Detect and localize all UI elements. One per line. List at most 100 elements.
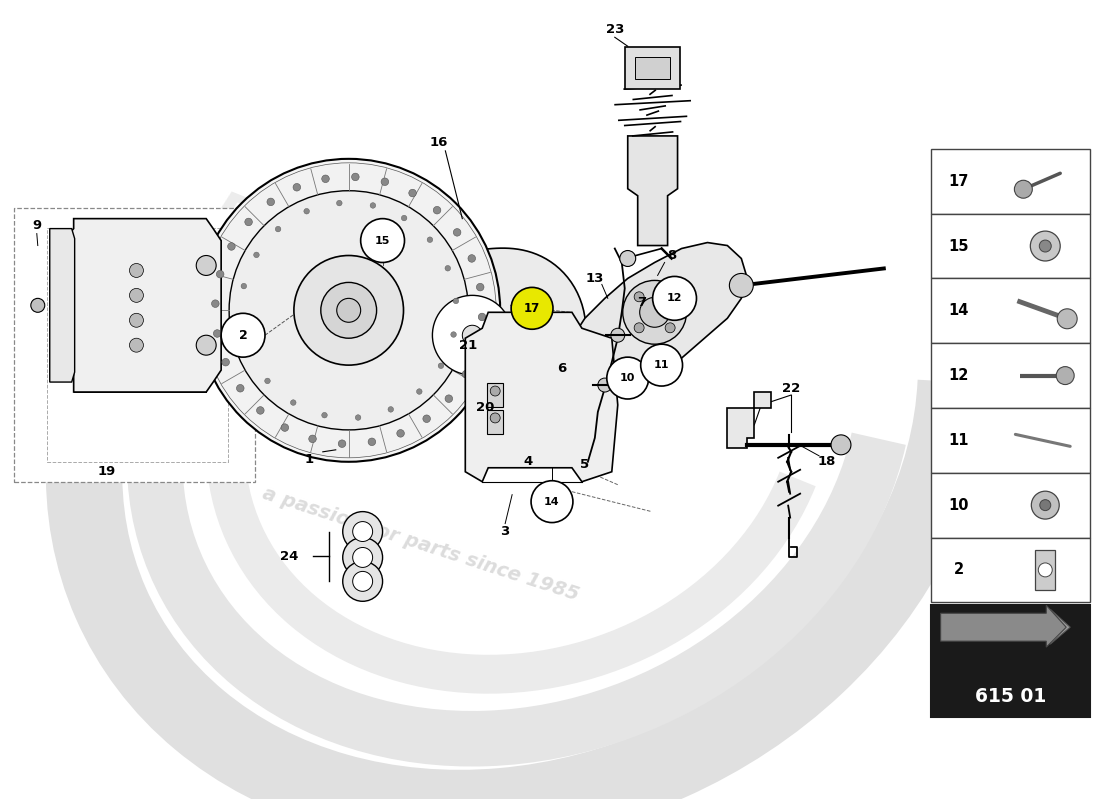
Text: 4: 4 [524,455,532,468]
Circle shape [635,292,645,302]
Polygon shape [465,312,618,482]
Circle shape [512,287,553,330]
Circle shape [353,522,373,542]
Circle shape [256,406,264,414]
Bar [635,57,670,79]
Text: 18: 18 [817,455,836,468]
Circle shape [597,378,612,392]
Circle shape [370,202,376,208]
Circle shape [353,571,373,591]
Circle shape [446,395,452,402]
Bar [931,538,1090,602]
Text: 615 01: 615 01 [975,687,1046,706]
Text: 12: 12 [667,294,682,303]
Text: 12: 12 [948,368,969,383]
Text: EUR-PARTS: EUR-PARTS [201,186,560,375]
Circle shape [196,255,217,275]
Circle shape [228,242,235,250]
Circle shape [607,357,649,399]
Text: 17: 17 [948,174,969,189]
Circle shape [282,424,288,431]
Text: 11: 11 [948,433,969,448]
Circle shape [309,435,317,442]
Circle shape [473,342,481,350]
Circle shape [446,266,451,271]
Circle shape [241,283,246,289]
Circle shape [201,163,496,458]
Text: 14: 14 [948,303,969,318]
Circle shape [453,298,459,304]
Circle shape [640,344,682,386]
Circle shape [246,350,252,355]
Bar [931,343,1090,408]
Text: 7: 7 [637,296,646,309]
Circle shape [217,270,224,278]
Circle shape [221,314,265,357]
Circle shape [353,547,373,567]
Bar [931,408,1090,473]
Bar [625,47,680,89]
Circle shape [211,300,219,307]
Circle shape [290,400,296,406]
Circle shape [254,252,260,258]
Circle shape [343,512,383,551]
Circle shape [31,298,45,312]
Circle shape [830,435,851,455]
Circle shape [213,330,221,338]
Circle shape [1014,180,1032,198]
Text: 5: 5 [581,458,590,471]
Bar [931,278,1090,343]
Circle shape [397,430,405,437]
Circle shape [355,414,361,420]
Circle shape [451,332,456,338]
Circle shape [610,328,625,342]
Circle shape [275,226,280,232]
Bar [931,473,1090,538]
Circle shape [666,292,675,302]
Circle shape [267,198,275,206]
Text: 20: 20 [476,402,494,414]
Circle shape [729,274,754,298]
Polygon shape [59,218,221,392]
Text: 9: 9 [32,219,42,232]
Circle shape [666,323,675,333]
Circle shape [531,481,573,522]
Text: 15: 15 [375,235,390,246]
Bar [931,606,1090,717]
Circle shape [222,358,230,366]
Circle shape [422,415,430,422]
Circle shape [239,317,244,322]
Polygon shape [414,248,586,412]
Polygon shape [50,229,75,382]
Text: 15: 15 [948,238,969,254]
Circle shape [293,183,300,191]
Text: 2: 2 [954,562,964,578]
Polygon shape [727,392,771,448]
Text: 23: 23 [606,22,624,36]
Bar [47,228,228,462]
Text: 2: 2 [239,329,248,342]
Circle shape [321,412,328,418]
Circle shape [438,363,443,369]
Text: a passion for parts since 1985: a passion for parts since 1985 [260,484,581,605]
Circle shape [229,190,469,430]
Polygon shape [565,242,747,382]
Text: 13: 13 [585,272,604,285]
Circle shape [468,254,475,262]
Text: 17: 17 [524,302,540,315]
Circle shape [337,200,342,206]
Circle shape [402,215,407,221]
Text: 10: 10 [948,498,969,513]
Circle shape [635,323,645,333]
Text: 6: 6 [558,362,566,374]
Polygon shape [944,610,1070,644]
Circle shape [623,281,686,344]
Bar [487,383,503,407]
Circle shape [130,263,143,278]
Circle shape [433,206,441,214]
Circle shape [304,209,309,214]
Text: 14: 14 [544,497,560,506]
Circle shape [1031,231,1060,261]
Text: 24: 24 [279,550,298,563]
Circle shape [236,385,244,392]
